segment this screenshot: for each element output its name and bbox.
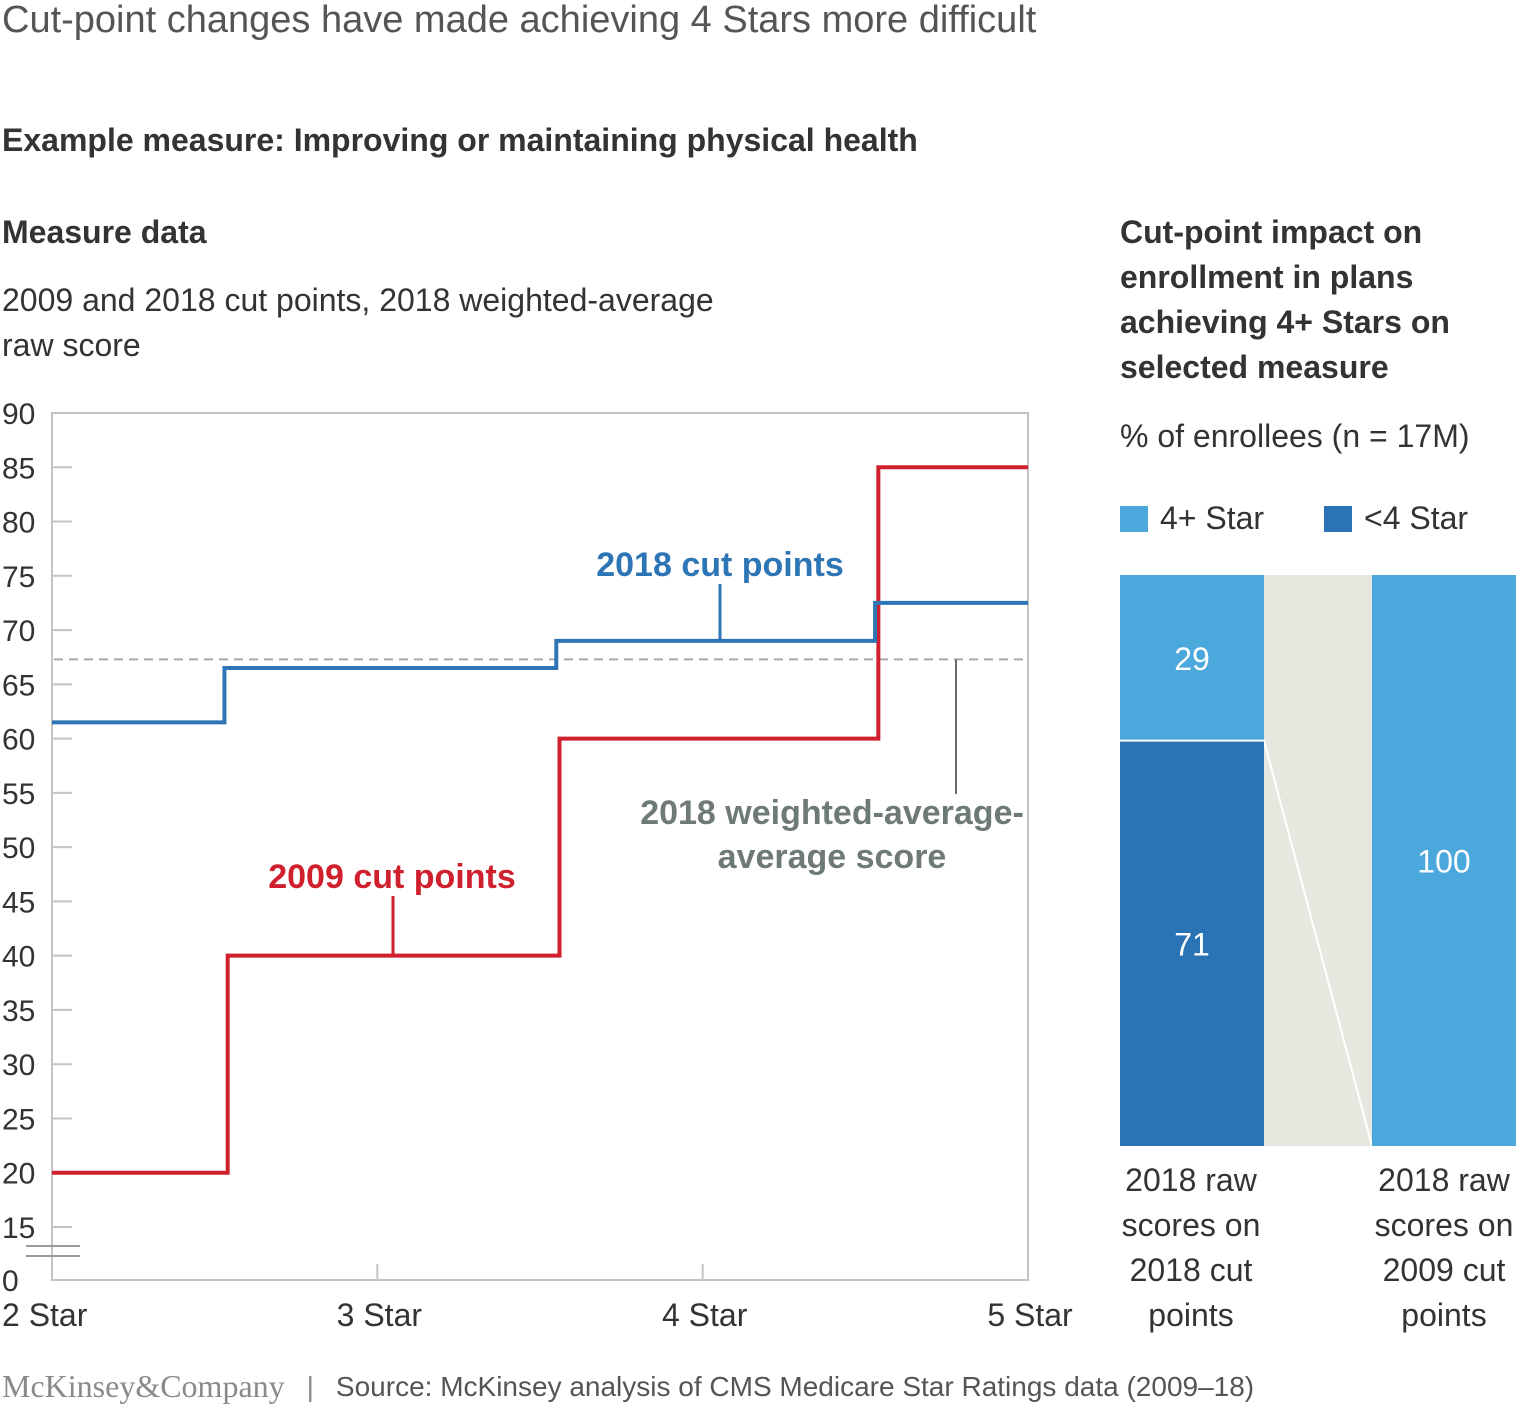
- legend-item-4plus: 4+ Star: [1120, 500, 1264, 537]
- bar-value-label: 71: [1174, 926, 1210, 962]
- chart-title: Cut-point changes have made achieving 4 …: [2, 0, 1037, 41]
- bar-value-label: 100: [1417, 844, 1470, 880]
- mckinsey-logo: McKinsey&Company: [2, 1368, 285, 1404]
- bar-segment-below4: [1120, 740, 1264, 1146]
- y-tick-label: 0: [2, 1265, 19, 1298]
- series-2009-label: 2009 cut points: [268, 858, 516, 896]
- footer-separator: |: [306, 1370, 314, 1402]
- y-tick-label: 90: [2, 398, 35, 431]
- right-panel-subtitle: % of enrollees (n = 17M): [1120, 418, 1470, 454]
- y-tick-label: 25: [2, 1103, 35, 1136]
- y-tick-label: 20: [2, 1158, 35, 1191]
- connector-band: [1264, 575, 1372, 1146]
- y-tick-label: 40: [2, 941, 35, 974]
- weighted-average-label: average score: [718, 838, 947, 876]
- right-panel-title: Cut-point impact on enrollment in plans …: [1120, 214, 1450, 385]
- chart-subtitle: Example measure: Improving or maintainin…: [2, 122, 918, 158]
- y-tick-label: 75: [2, 561, 35, 594]
- source-note: Source: McKinsey analysis of CMS Medicar…: [335, 1370, 1255, 1402]
- bar-segment-4plus: [1120, 575, 1264, 741]
- x-tick-label: 4 Star: [662, 1297, 748, 1333]
- weighted-average-label: 2018 weighted-average-: [640, 794, 1024, 832]
- bar-segment-4plus: [1372, 575, 1516, 1146]
- bar-caption-2018: 2018 raw scores on 2018 cut points: [1121, 1162, 1261, 1333]
- y-tick-label: 80: [2, 507, 35, 540]
- step-chart: 0 15 20 25 30 35 40 45 50 55 60 65 70 75 80 85 90 2 Star 3…: [2, 398, 1073, 1333]
- legend-item-below4: <4 Star: [1324, 500, 1468, 537]
- left-panel-subtitle: 2009 and 2018 cut points, 2018 weighted-…: [2, 282, 714, 363]
- y-tick-label: 60: [2, 724, 35, 757]
- bar-caption-2009: 2018 raw scores on 2009 cut points: [1374, 1162, 1514, 1333]
- legend-swatch-below4: [1324, 505, 1352, 532]
- series-2018-line: [52, 600, 1028, 725]
- y-tick-label: 85: [2, 452, 35, 485]
- connector-line: [1263, 740, 1373, 1147]
- y-tick-label: 50: [2, 832, 35, 865]
- bar-value-label: 29: [1174, 641, 1210, 677]
- y-tick-label: 55: [2, 778, 35, 811]
- y-tick-label: 70: [2, 615, 35, 648]
- x-tick-label: 3 Star: [337, 1297, 423, 1333]
- series-2009-line: [52, 465, 1028, 1175]
- y-tick-label: 15: [2, 1212, 35, 1245]
- x-tick-label: 2 Star: [2, 1297, 88, 1333]
- y-tick-label: 45: [2, 886, 35, 919]
- y-tick-label: 65: [2, 669, 35, 702]
- series-2018-label: 2018 cut points: [596, 546, 844, 584]
- y-tick-label: 30: [2, 1049, 35, 1082]
- left-panel-title: Measure data: [2, 214, 207, 250]
- y-tick-label: 35: [2, 995, 35, 1028]
- legend-label-4plus: 4+ Star: [1160, 500, 1265, 536]
- stacked-bar-chart: 71 29 100: [1120, 575, 1516, 1147]
- legend-label-below4: <4 Star: [1364, 500, 1469, 536]
- legend-swatch-4plus: [1120, 505, 1148, 532]
- footer: McKinsey&Company | Source: McKinsey anal…: [2, 1368, 1254, 1405]
- x-tick-label: 5 Star: [987, 1297, 1073, 1333]
